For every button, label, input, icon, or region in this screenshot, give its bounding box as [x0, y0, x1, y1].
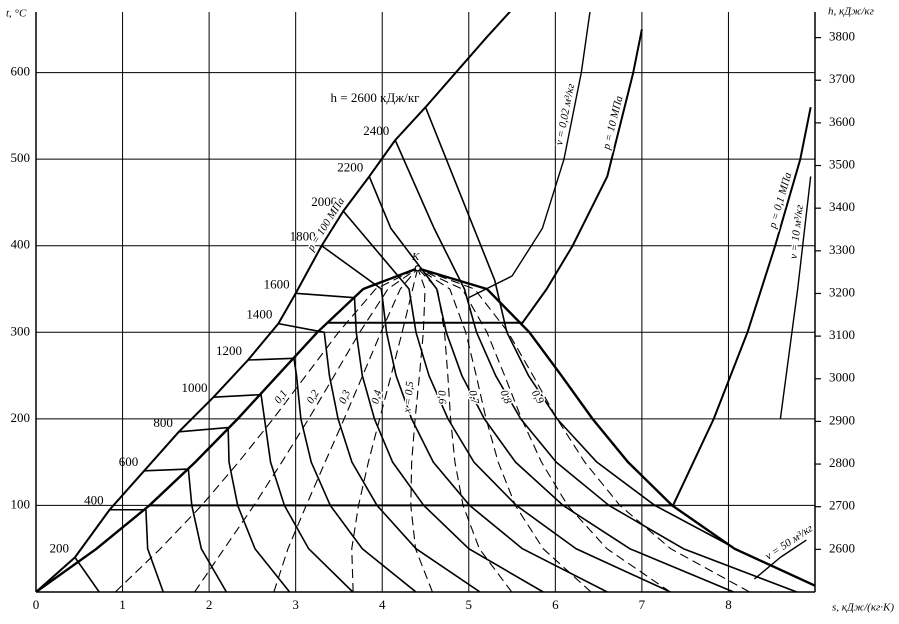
isobar-line	[326, 29, 643, 324]
isochore-line	[468, 12, 591, 299]
y2-tick-label: 2600	[829, 540, 855, 555]
isenthalp-line	[321, 245, 608, 592]
y2-tick-label: 3700	[829, 71, 855, 86]
quality-label: 0,9	[529, 388, 546, 406]
critical-point	[414, 265, 421, 272]
quality-line	[417, 267, 513, 592]
x-tick-label: 4	[379, 597, 386, 612]
critical-label: K	[411, 251, 420, 263]
y2-tick-label: 3200	[829, 284, 855, 299]
x-tick-label: 5	[466, 597, 473, 612]
quality-label: 0,4	[369, 388, 384, 405]
x-tick-label: 3	[292, 597, 299, 612]
isenthalp-line	[368, 176, 734, 592]
isenthalp-line	[278, 322, 481, 592]
isochore-label: v = 0,02 м³/кг	[553, 82, 577, 146]
isochore-line	[779, 176, 812, 419]
quality-label: 0,1	[272, 388, 290, 406]
y2-tick-label: 3800	[829, 29, 855, 44]
isenthalp-line	[295, 292, 544, 592]
isenthalp-label: 2000	[311, 194, 337, 209]
isenthalp-label: h = 2600 кДж/кг	[330, 90, 419, 105]
isenthalp-label: 2200	[337, 159, 363, 174]
quality-line	[410, 268, 433, 592]
y2-tick-label: 3100	[829, 327, 855, 342]
y-axis-label: t, °C	[6, 8, 27, 20]
y-tick-label: 200	[11, 410, 31, 425]
quality-label: 0,2	[304, 388, 322, 406]
quality-line	[417, 267, 592, 592]
isenthalp-line	[342, 210, 671, 592]
isenthalp-line	[109, 508, 164, 592]
x-tick-label: 2	[206, 597, 213, 612]
y-tick-label: 500	[11, 150, 31, 165]
y-tick-label: 400	[11, 237, 31, 252]
quality-line	[351, 268, 419, 592]
isenthalp-line	[394, 139, 798, 592]
isobar-label: p = 10 МПа	[600, 94, 625, 152]
y2-tick-label: 3000	[829, 370, 855, 385]
isochore-label: v = 50 м³/кг	[763, 522, 815, 563]
quality-label: 0,6	[435, 390, 448, 405]
isenthalp-line	[424, 106, 734, 548]
y2-tick-label: 2900	[829, 412, 855, 427]
quality-label: x = 0,5	[401, 380, 416, 414]
isenthalp-label: 1600	[264, 276, 290, 291]
quality-line	[194, 267, 419, 592]
isenthalp-label: 600	[119, 454, 139, 469]
isenthalp-line	[248, 357, 417, 592]
quality-line	[114, 267, 418, 592]
isochore-label: v = 10 м³/кг	[788, 203, 806, 259]
y2-tick-label: 3300	[829, 242, 855, 257]
y2-tick-label: 3600	[829, 114, 855, 129]
y2-tick-label: 3500	[829, 157, 855, 172]
y2-tick-label: 2700	[829, 498, 855, 513]
x-tick-label: 0	[33, 597, 40, 612]
isenthalp-line	[178, 426, 291, 592]
x-tick-label: 6	[552, 597, 559, 612]
saturation-line	[36, 267, 419, 592]
y-tick-label: 100	[11, 496, 31, 511]
y2-tick-label: 2800	[829, 455, 855, 470]
isenthalp-label: 800	[153, 415, 173, 430]
y2-tick-label: 3400	[829, 199, 855, 214]
isenthalp-label: 400	[84, 493, 104, 508]
x-axis-label: s, кДж/(кг·К)	[832, 602, 894, 614]
isochore-line	[753, 539, 807, 580]
isobar-label: p = 0,1 МПа	[767, 171, 795, 231]
isenthalp-label: 2400	[363, 123, 389, 138]
x-tick-label: 1	[119, 597, 126, 612]
y2-axis-label: h, кДж/кг	[828, 6, 875, 18]
plot-area	[36, 12, 815, 592]
isenthalp-label: 1400	[246, 307, 272, 322]
isenthalp-label: 1800	[290, 229, 316, 244]
quality-line	[417, 267, 750, 592]
isenthalp-line	[74, 556, 100, 592]
x-tick-label: 7	[639, 597, 646, 612]
isobar-line	[36, 12, 512, 592]
y-tick-label: 300	[11, 323, 31, 338]
isenthalp-label: 1200	[216, 343, 242, 358]
y-tick-label: 600	[11, 64, 31, 79]
isenthalp-label: 1000	[181, 380, 207, 395]
x-tick-label: 8	[725, 597, 732, 612]
quality-line	[273, 267, 419, 592]
quality-label: 0,7	[466, 389, 481, 406]
saturation-line	[417, 267, 815, 587]
isenthalp-label: 200	[49, 540, 69, 555]
